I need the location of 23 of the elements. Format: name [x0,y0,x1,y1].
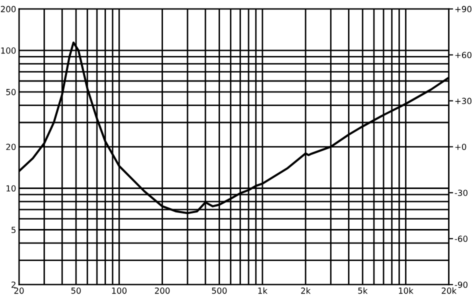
x-tick-label: 100 [112,288,127,294]
x-tick-label: 500 [212,288,227,294]
x-tick-label: 10k [398,287,414,294]
y2-tick-label: +60 [455,52,472,58]
y-tick-label: 2 [12,282,16,288]
x-tick-label: 1k [258,287,268,294]
y-tick-label: 100 [1,47,16,54]
y2-tick-label: -90 [454,282,468,288]
y-tick-label: 200 [0,6,16,12]
y-tick-label: 5 [12,226,16,234]
y2-tick-label: -30 [454,190,468,196]
x-tick-label: 50 [71,288,81,294]
y2-tick-label: +90 [455,6,472,12]
x-tick-label: 200 [154,288,170,294]
y2-tick-label: -60 [454,236,468,242]
y-tick-label: 10 [6,185,16,192]
y2-tick-label: +30 [455,98,472,104]
y-tick-label: 50 [6,88,16,96]
x-tick-label: 20k [442,287,457,294]
y-tick-label: 20 [6,144,16,150]
x-tick-label: 2k [301,287,311,294]
x-tick-label: 5k [358,287,368,294]
y2-tick-label: +0 [455,144,466,150]
